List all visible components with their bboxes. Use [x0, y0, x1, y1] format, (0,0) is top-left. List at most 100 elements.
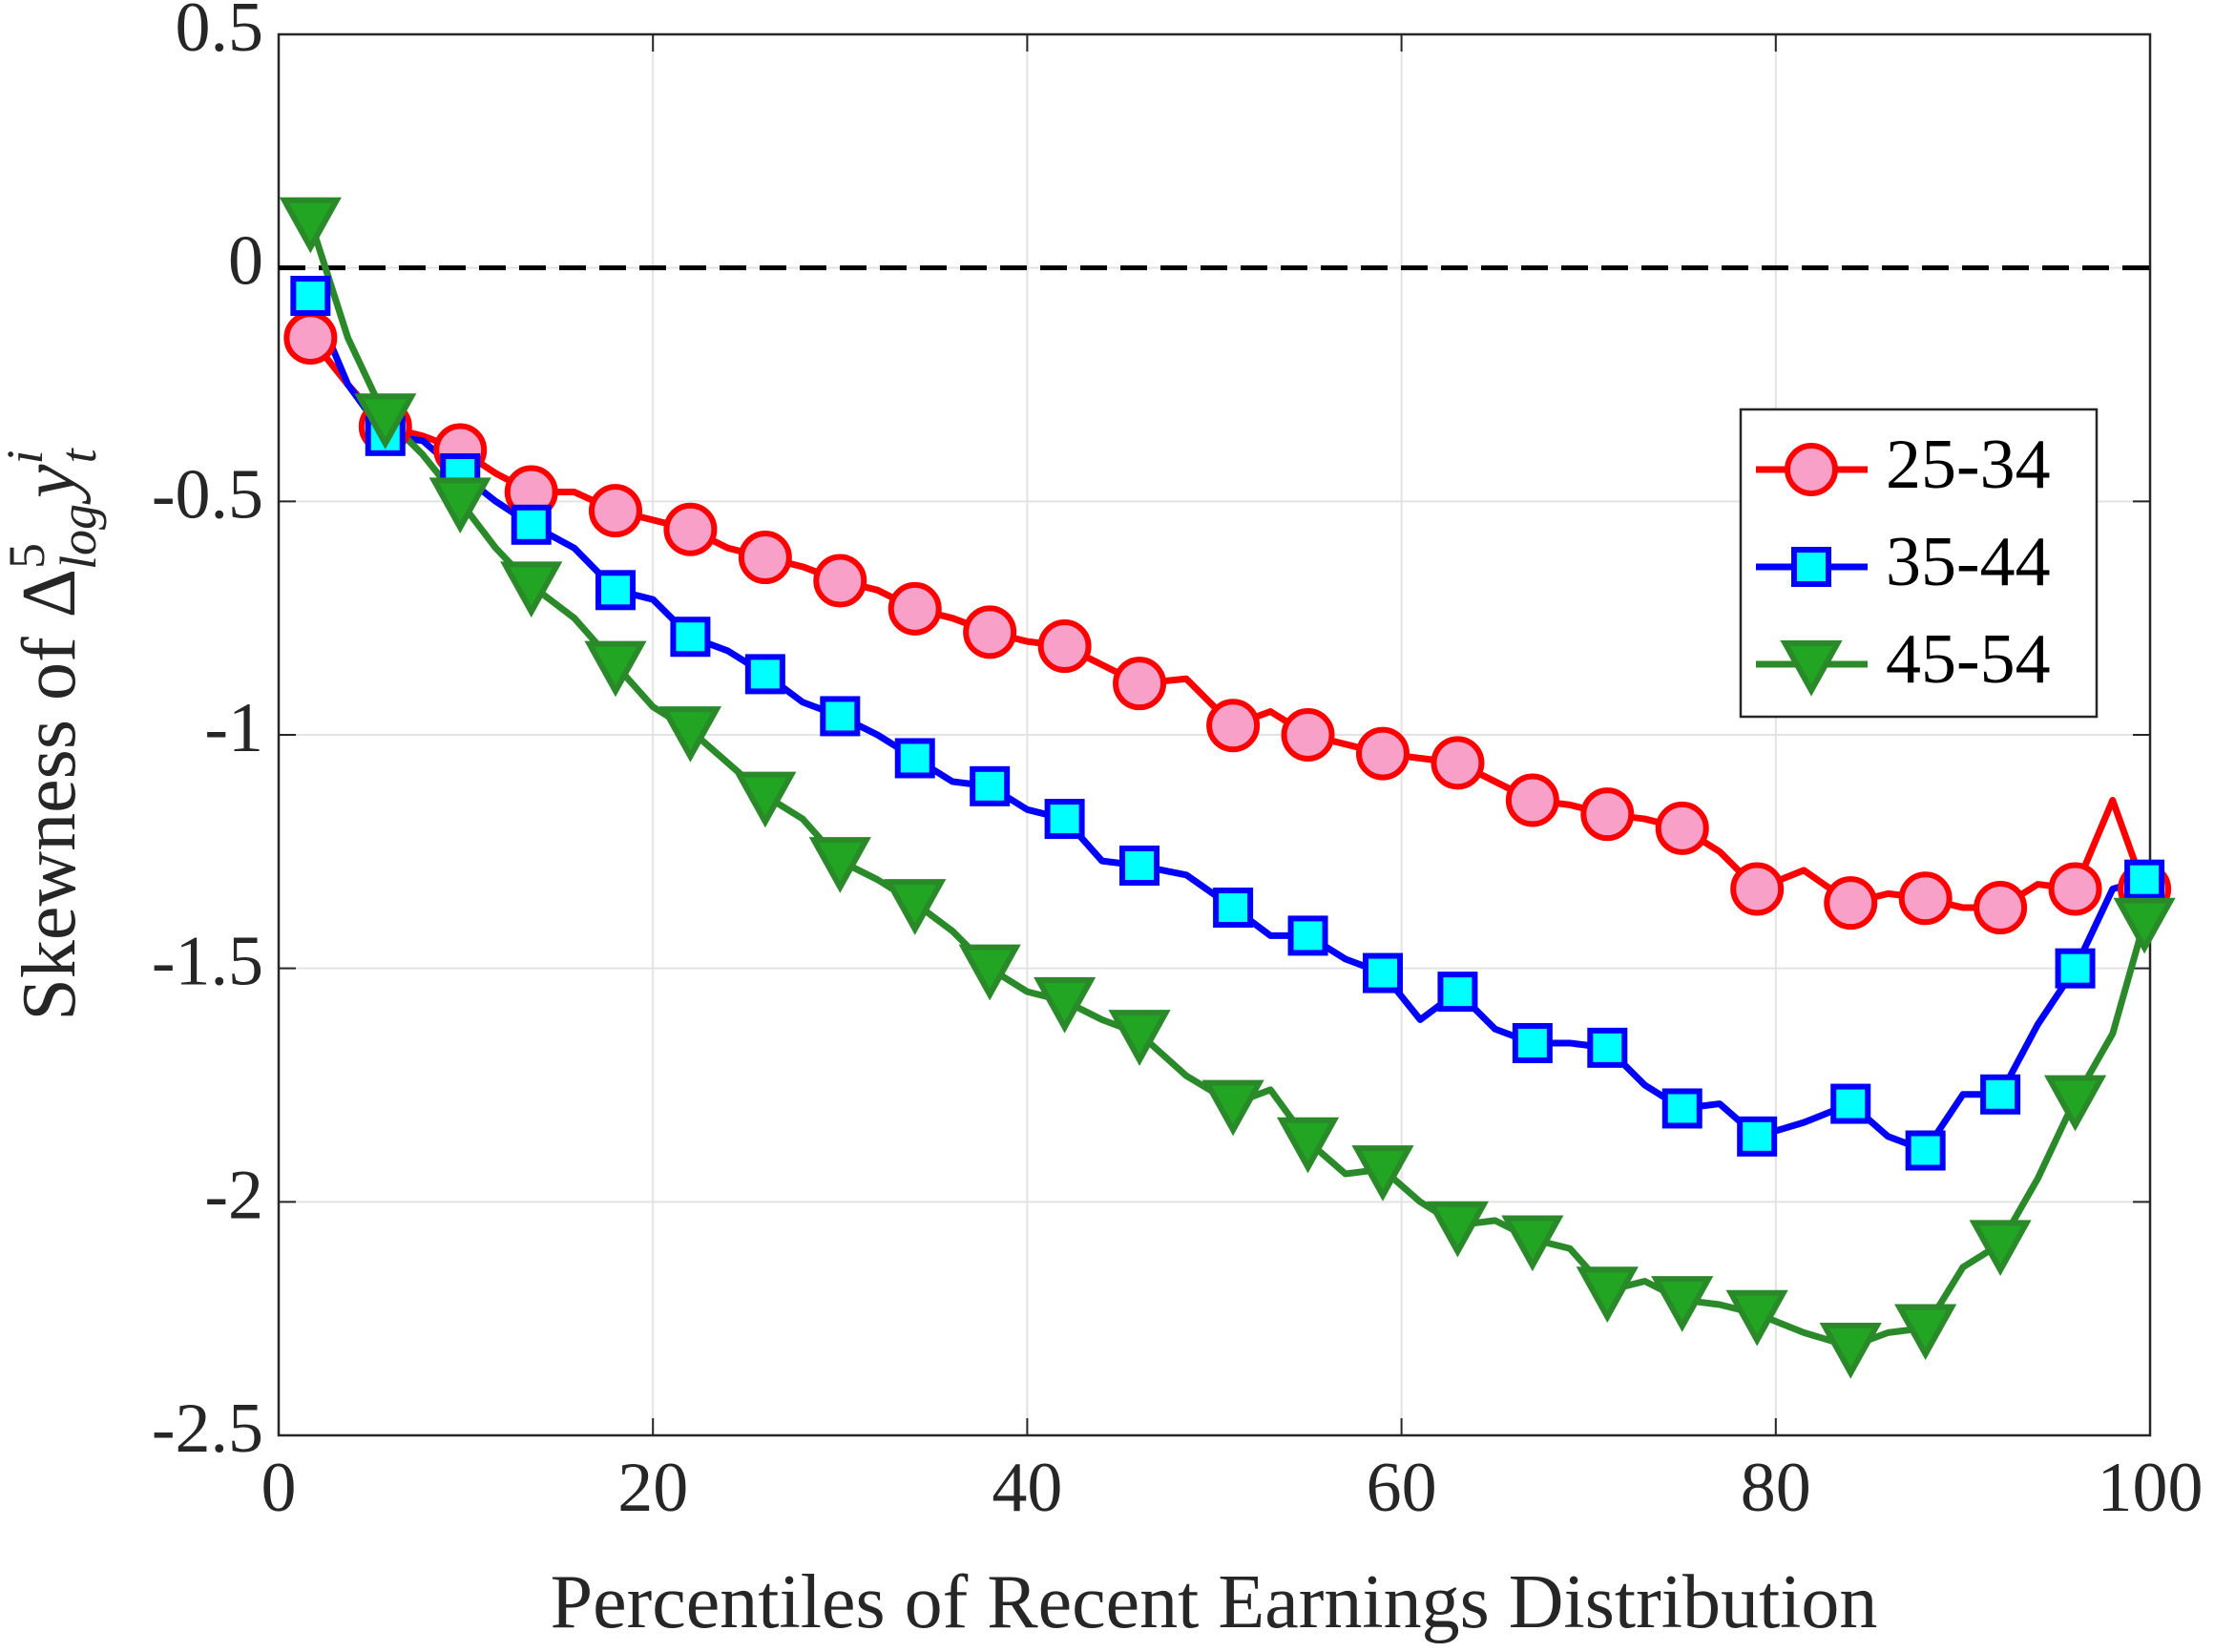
data-point [1501, 1215, 1564, 1272]
y-label-sub: log [50, 504, 107, 570]
data-point [1576, 1266, 1639, 1323]
data-point [1651, 1276, 1714, 1332]
data-point [658, 706, 722, 763]
data-point [1281, 708, 1335, 762]
data-point [1113, 657, 1167, 711]
legend-label: 25-34 [1886, 426, 2051, 504]
y-tick-label: -1 [204, 689, 263, 767]
data-point [894, 738, 935, 779]
data-point [1737, 1116, 1778, 1157]
data-point [808, 837, 871, 893]
data-point [1661, 1088, 1702, 1129]
data-point [2048, 862, 2102, 916]
data-point [290, 276, 331, 317]
data-point [738, 531, 792, 585]
legend-marker [1791, 547, 1831, 587]
data-point [1824, 876, 1878, 931]
data-point [1980, 1074, 2021, 1115]
data-point [734, 771, 797, 828]
legend-label: 35-44 [1886, 523, 2051, 601]
plot-frame [277, 32, 2152, 1437]
data-point [1431, 736, 1485, 790]
data-point [1355, 726, 1410, 781]
y-tick-label: -0.5 [152, 455, 263, 533]
y-label-var: y [8, 464, 92, 505]
data-point [1587, 1027, 1628, 1068]
data-point [820, 696, 861, 737]
x-tick-label: 0 [261, 1449, 297, 1527]
data-point [970, 765, 1011, 806]
data-point [354, 393, 417, 450]
x-tick-label: 60 [1367, 1449, 1437, 1527]
data-point [1276, 1117, 1340, 1174]
data-point [1426, 1201, 1490, 1258]
data-point [2113, 897, 2176, 954]
x-tick-label: 20 [617, 1449, 688, 1527]
data-point [744, 654, 785, 695]
data-point [1894, 1304, 1957, 1361]
x-tick-label: 80 [1741, 1449, 1811, 1527]
legend-label: 45-54 [1886, 620, 2051, 699]
data-point [2043, 1075, 2107, 1132]
y-axis-label: Skewness of Δ5logyit [0, 447, 107, 1020]
data-point [1437, 972, 1478, 1013]
data-point [663, 502, 718, 556]
data-point [1819, 1323, 1882, 1379]
y-tick-label: -2.5 [152, 1390, 263, 1468]
data-point [588, 484, 642, 538]
data-point [888, 581, 942, 636]
y-tick-label: -1.5 [152, 923, 263, 1001]
data-point [2055, 948, 2096, 989]
data-point [1725, 1289, 1788, 1347]
data-point [1580, 787, 1635, 842]
data-point [500, 561, 563, 618]
data-point [1287, 915, 1328, 956]
data-point [1362, 952, 1403, 993]
data-point [283, 311, 338, 366]
data-point [884, 879, 947, 935]
data-point [1201, 1079, 1264, 1137]
data-point [511, 504, 552, 545]
data-point [813, 554, 867, 608]
data-point [1730, 862, 1785, 916]
y-tick-label: -2 [204, 1156, 263, 1234]
data-point [2124, 859, 2165, 900]
legend-marker [1785, 443, 1838, 496]
data-point [428, 477, 491, 534]
data-point [1119, 846, 1160, 887]
data-point [963, 605, 1017, 659]
data-point [1969, 1220, 2032, 1277]
x-tick-label: 100 [2098, 1449, 2204, 1527]
data-point [279, 197, 342, 254]
data-point [1974, 881, 2028, 935]
x-tick-label: 40 [992, 1449, 1062, 1527]
legend: 25-34 35-44 45-54 [1739, 408, 2099, 719]
y-label-text: Skewness of [8, 637, 92, 1021]
data-point [584, 640, 647, 698]
data-point [595, 570, 636, 611]
data-point [1898, 871, 1953, 926]
data-point [1206, 699, 1261, 753]
data-point [1830, 1083, 1871, 1124]
data-point [1351, 1145, 1414, 1202]
data-point [1512, 1022, 1553, 1063]
data-point [1505, 773, 1559, 827]
data-point [958, 944, 1021, 1001]
data-point [1213, 888, 1254, 929]
legend-marker [1780, 640, 1843, 697]
data-point [670, 617, 711, 658]
data-point [1037, 619, 1092, 674]
data-point [1108, 1010, 1171, 1066]
data-point [1655, 801, 1709, 855]
data-point [1044, 799, 1085, 840]
y-tick-label: 0.5 [176, 0, 264, 67]
y-tick-label: 0 [228, 222, 263, 301]
data-point [1905, 1130, 1946, 1171]
y-label-var-sub: t [50, 447, 107, 463]
data-point [1034, 976, 1097, 1034]
x-axis-label: Percentiles of Recent Earnings Distribut… [551, 1560, 1878, 1644]
y-label-var-sup: i [0, 450, 53, 464]
y-label-symbol: Δ [8, 569, 92, 617]
